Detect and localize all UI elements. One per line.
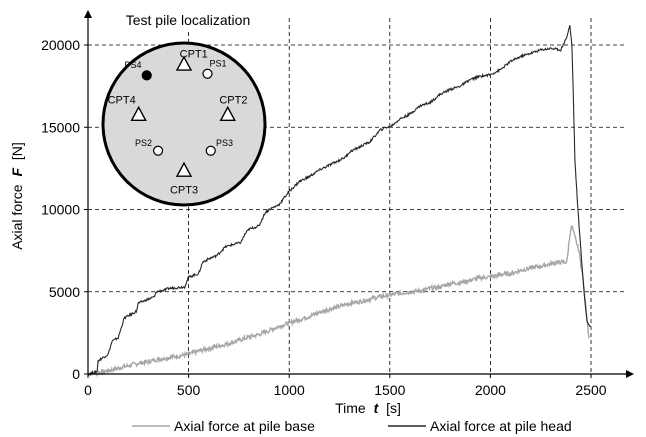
x-tick-label: 2500 bbox=[575, 382, 606, 398]
x-tick-label: 1000 bbox=[274, 382, 305, 398]
grid-lines bbox=[88, 18, 626, 374]
y-axis-label-text: Axial force bbox=[9, 184, 25, 250]
y-axis-arrow bbox=[84, 10, 92, 18]
axes bbox=[84, 10, 634, 378]
inset-title: Test pile localization bbox=[126, 12, 251, 28]
y-tick-label: 15000 bbox=[41, 119, 80, 135]
label-ps1: PS1 bbox=[210, 58, 227, 68]
y-tick-label: 0 bbox=[72, 366, 80, 382]
x-axis-symbol: t bbox=[374, 400, 380, 416]
label-ps4: PS4 bbox=[124, 60, 141, 70]
y-tick-label: 5000 bbox=[49, 284, 80, 300]
pile-section-circle bbox=[101, 41, 267, 207]
x-tick-label: 0 bbox=[84, 382, 92, 398]
series-lines bbox=[87, 25, 591, 378]
x-tick-label: 1500 bbox=[374, 382, 405, 398]
legend-label-pile-head: Axial force at pile head bbox=[430, 418, 572, 434]
label-ps3: PS3 bbox=[216, 138, 233, 148]
tick-labels: 0 500 1000 1500 2000 2500 0 5000 10000 15000 20000 bbox=[41, 37, 607, 398]
y-axis-label: Axial force F [N] bbox=[9, 142, 25, 250]
x-tick-label: 500 bbox=[177, 382, 201, 398]
marker-ps1 bbox=[202, 68, 213, 79]
label-cpt1: CPT1 bbox=[180, 49, 208, 61]
x-axis-label: Time t [s] bbox=[335, 400, 401, 416]
series-line-pile-base bbox=[88, 224, 590, 378]
inset-title-background bbox=[100, 8, 276, 32]
marker-cpt3 bbox=[175, 161, 193, 177]
marker-cpt2 bbox=[219, 105, 236, 121]
y-axis-unit: [N] bbox=[9, 142, 25, 160]
x-axis-unit: [s] bbox=[386, 400, 401, 416]
x-axis-arrow bbox=[626, 370, 634, 378]
y-axis-symbol: F bbox=[9, 168, 25, 177]
series-line-pile-head bbox=[87, 25, 591, 377]
marker-ps2 bbox=[152, 145, 164, 156]
marker-cpt4 bbox=[130, 105, 147, 121]
x-axis-label-text: Time bbox=[335, 400, 366, 416]
label-ps2: PS2 bbox=[135, 138, 152, 148]
label-cpt4: CPT4 bbox=[108, 95, 136, 107]
label-cpt3: CPT3 bbox=[170, 185, 198, 197]
legend: Axial force at pile base Axial force at … bbox=[132, 418, 572, 434]
marker-ps3 bbox=[205, 145, 216, 156]
legend-label-pile-base: Axial force at pile base bbox=[174, 418, 315, 434]
y-tick-label: 20000 bbox=[41, 37, 80, 53]
y-tick-label: 10000 bbox=[41, 202, 80, 218]
marker-ps4 bbox=[141, 70, 152, 81]
x-tick-label: 2000 bbox=[475, 382, 506, 398]
label-cpt2: CPT2 bbox=[219, 95, 247, 107]
marker-cpt1 bbox=[175, 55, 193, 71]
